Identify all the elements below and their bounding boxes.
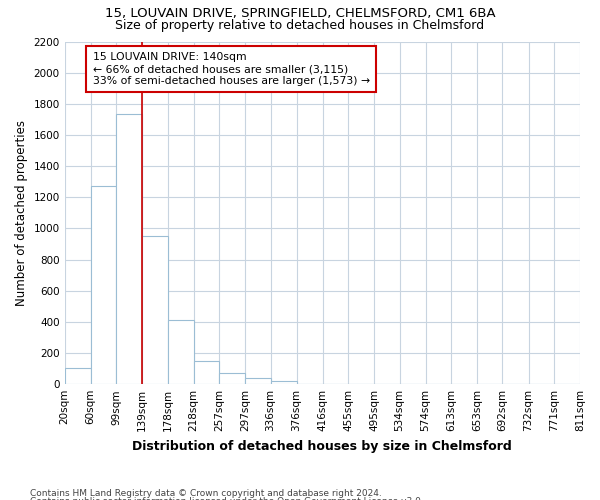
Bar: [116, 114, 142, 384]
X-axis label: Distribution of detached houses by size in Chelmsford: Distribution of detached houses by size …: [133, 440, 512, 452]
Text: Contains HM Land Registry data © Crown copyright and database right 2024.: Contains HM Land Registry data © Crown c…: [30, 488, 382, 498]
Bar: [194, 360, 219, 384]
Bar: [142, 236, 167, 384]
Text: 15 LOUVAIN DRIVE: 140sqm
← 66% of detached houses are smaller (3,115)
33% of sem: 15 LOUVAIN DRIVE: 140sqm ← 66% of detach…: [92, 52, 370, 86]
Bar: [167, 320, 194, 384]
Bar: [245, 378, 271, 384]
Text: Contains public sector information licensed under the Open Government Licence v3: Contains public sector information licen…: [30, 498, 424, 500]
Bar: [271, 381, 296, 384]
Y-axis label: Number of detached properties: Number of detached properties: [15, 120, 28, 306]
Bar: [219, 373, 245, 384]
Bar: [91, 186, 116, 384]
Bar: [65, 368, 91, 384]
Text: 15, LOUVAIN DRIVE, SPRINGFIELD, CHELMSFORD, CM1 6BA: 15, LOUVAIN DRIVE, SPRINGFIELD, CHELMSFO…: [104, 8, 496, 20]
Text: Size of property relative to detached houses in Chelmsford: Size of property relative to detached ho…: [115, 19, 485, 32]
